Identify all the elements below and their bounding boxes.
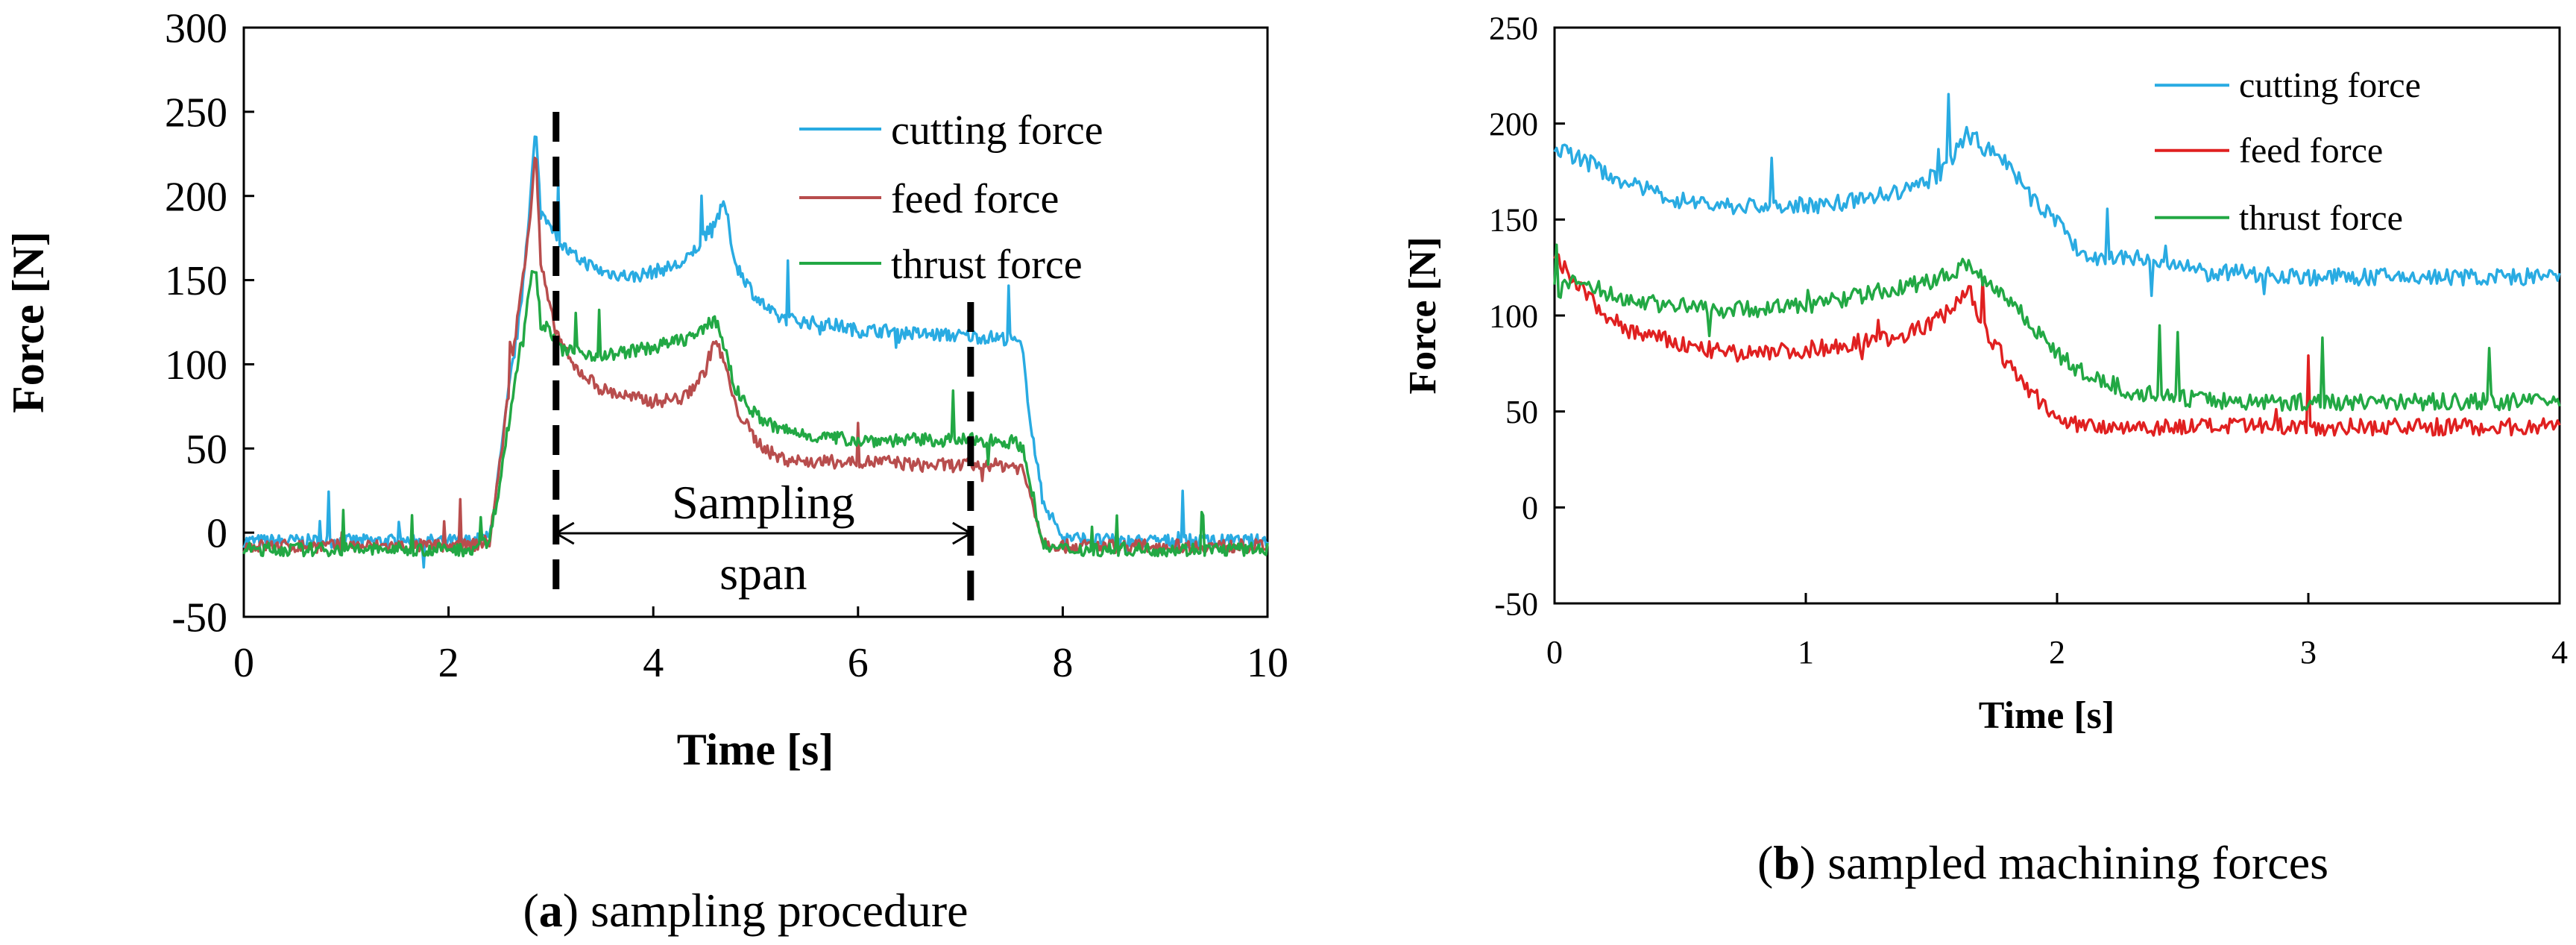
x-tick-label: 1 [1798, 634, 1814, 671]
panel-a-y-ticks: -50 0 50 100 150 200 250 300 [165, 6, 254, 641]
panel-b-y-label: Force [N] [1402, 236, 1444, 394]
y-tick-label: 300 [165, 6, 227, 52]
sampling-span-arrow-left-head [553, 521, 575, 545]
legend-label-cutting: cutting force [891, 107, 1103, 154]
panel-b-x-ticks: 0 1 2 3 4 [1546, 593, 2568, 671]
y-tick-label: 250 [165, 90, 227, 136]
x-tick-label: 8 [1052, 640, 1073, 686]
series-line-thrust-force [242, 269, 1269, 558]
y-tick-label: 0 [1522, 490, 1538, 527]
x-tick-label: 6 [848, 640, 869, 686]
y-tick-label: 150 [1489, 202, 1538, 239]
x-tick-label: 0 [1546, 634, 1563, 671]
legend-label-feed-force: feed force [2239, 131, 2383, 171]
legend-label-thrust: thrust force [891, 242, 1083, 288]
sampling-span-label-line2: span [719, 547, 807, 600]
panel-b-plot-area [1553, 26, 2561, 605]
y-tick-label: 250 [1489, 10, 1538, 46]
x-tick-label: 4 [2551, 634, 2568, 671]
panel-b-x-label: Time [s] [1979, 694, 2114, 737]
y-tick-label: -50 [1494, 585, 1538, 622]
y-tick-label: 100 [165, 342, 227, 389]
panel-a-series [242, 135, 1269, 569]
panel-a-x-label: Time [s] [677, 725, 834, 774]
legend-label-cutting-force: cutting force [2239, 66, 2421, 105]
x-tick-label: 3 [2300, 634, 2317, 671]
series-line-feed-force [1553, 252, 2561, 437]
panel-b-series [1553, 92, 2561, 437]
panel-a-y-label: Force [N] [4, 231, 53, 413]
legend-label-feed: feed force [891, 176, 1059, 222]
panel-b-caption: (b) sampled machining forces [1757, 836, 2328, 889]
sampling-span-arrow-right-head [952, 521, 973, 545]
panel-a-caption: (a) sampling procedure [523, 884, 968, 937]
y-tick-label: 150 [165, 258, 227, 304]
y-tick-label: 50 [1505, 394, 1538, 430]
x-tick-label: 2 [438, 640, 459, 686]
y-tick-label: 200 [165, 174, 227, 220]
panel-a-legend: cutting force feed force thrust force [799, 107, 1103, 288]
y-tick-label: 50 [186, 427, 227, 473]
y-tick-label: 100 [1489, 298, 1538, 334]
y-tick-label: 200 [1489, 106, 1538, 142]
panel-a-x-ticks: 0 2 4 6 8 10 [233, 606, 1288, 686]
series-line-cutting-force [1553, 92, 2561, 298]
y-tick-label: 0 [207, 511, 227, 557]
panel-a-plot-area [242, 26, 1269, 618]
series-line-thrust-force [1553, 243, 2561, 412]
panel-b-legend: cutting force feed force thrust force [2155, 66, 2421, 238]
y-tick-label: -50 [171, 595, 227, 641]
sampling-span-label-line1: Sampling [672, 476, 854, 529]
legend-label-thrust-force: thrust force [2239, 198, 2403, 238]
x-tick-label: 4 [643, 640, 664, 686]
x-tick-label: 0 [233, 640, 254, 686]
panel-b-y-ticks: -50 0 50 100 150 200 250 [1489, 10, 1565, 622]
x-tick-label: 10 [1247, 640, 1288, 686]
x-tick-label: 2 [2049, 634, 2065, 671]
